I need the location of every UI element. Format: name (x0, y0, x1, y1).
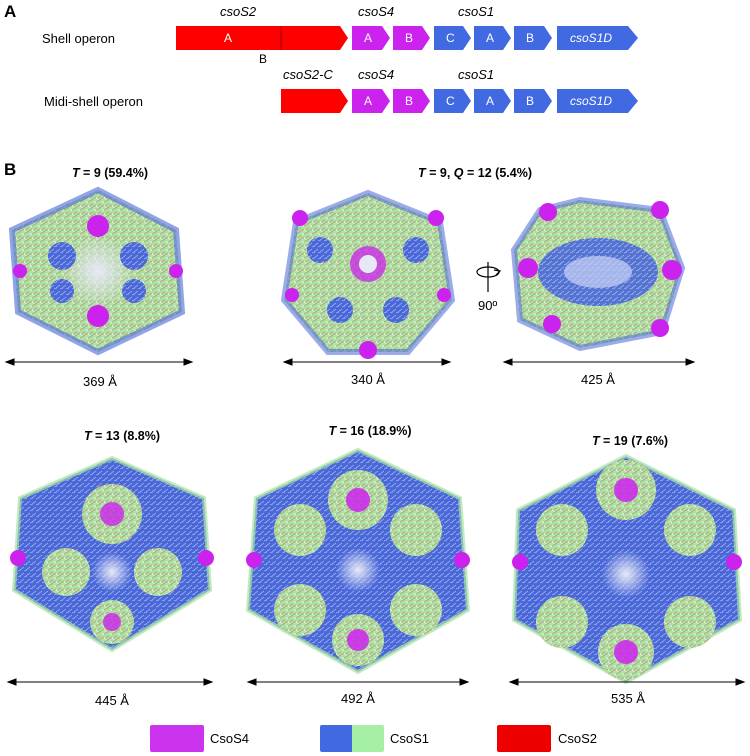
shell-csos2-arrow (176, 26, 348, 50)
midi-gene-label-csos1: csoS1 (458, 67, 495, 82)
gene-label-csos2: csoS2 (220, 4, 257, 19)
midi-csos1-b-arrow (514, 89, 552, 113)
capsid-t13 (10, 455, 214, 653)
legend-swatch-csos1 (320, 725, 384, 752)
shell-title-2: T = 9, Q = 12 (5.4%) (418, 166, 532, 180)
legend-label-csos1: CsoS1 (390, 731, 430, 746)
diameter-label-4: 445 Å (95, 693, 129, 708)
capsid-t19 (511, 453, 743, 685)
midi-operon-diagram (281, 89, 638, 113)
capsid-t9 (8, 186, 186, 356)
shell-csos1-c-arrow (434, 26, 471, 50)
dimension-arrows (4, 358, 746, 686)
shell-title-6: T = 19 (7.6%) (591, 434, 669, 448)
diameter-label-6: 535 Å (611, 691, 645, 706)
midi-seg-csos4-a: A (364, 94, 373, 108)
capsid-t9q12-front (280, 189, 456, 359)
shell-csos1-a-arrow (474, 26, 511, 50)
midi-gene-label-csos4: csoS4 (358, 67, 395, 82)
rotation-icon (476, 262, 502, 292)
shell-seg-csos1-b: B (526, 31, 535, 45)
diameter-label-1: 369 Å (83, 374, 117, 389)
midi-seg-csos1-b: B (526, 94, 535, 108)
gene-label-csos1: csoS1 (458, 4, 495, 19)
midi-csos4-b-arrow (393, 89, 430, 113)
gene-label-csos4: csoS4 (358, 4, 395, 19)
shell-seg-csos1-a: A (486, 31, 495, 45)
shell-title-1: T = 9 (59.4%) (71, 166, 149, 180)
midi-csos4-a-arrow (352, 89, 390, 113)
shell-seg-csos1-c: C (446, 31, 455, 45)
shell-seg-csos2-b: B (259, 52, 268, 66)
shell-seg-csos1d: csoS1D (570, 31, 613, 45)
shell-seg-csos2-a: A (224, 31, 233, 45)
midi-seg-csos1-a: A (486, 94, 495, 108)
midi-csos1-a-arrow (474, 89, 511, 113)
shell-csos1d-arrow (557, 26, 638, 50)
panel-a-letter: A (4, 2, 17, 21)
legend-label-csos4: CsoS4 (210, 731, 250, 746)
legend-swatch-csos2 (497, 725, 551, 752)
shell-title-4: T = 13 (8.8%) (83, 429, 161, 443)
gene-label-csos2c: csoS2-C (283, 67, 333, 82)
midi-seg-csos1d: csoS1D (570, 94, 613, 108)
shell-csos1-b-arrow (514, 26, 552, 50)
legend-label-csos2: CsoS2 (558, 731, 598, 746)
diameter-label-2: 340 Å (351, 372, 385, 387)
shell-seg-csos4-b: B (405, 31, 414, 45)
midi-seg-csos1-c: C (446, 94, 455, 108)
rotation-label: 90º (478, 298, 498, 313)
midi-csos1-c-arrow (434, 89, 471, 113)
capsid-t9q12-rotated (510, 196, 686, 352)
shell-csos4-b-arrow (393, 26, 430, 50)
shell-operon-label: Shell operon (42, 31, 115, 46)
shell-csos4-a-arrow (352, 26, 390, 50)
shell-title-5: T = 16 (18.9%) (328, 424, 412, 438)
midi-shell-operon-label: Midi-shell operon (44, 94, 143, 109)
midi-csos2c-arrow (281, 89, 348, 113)
capsid-t16 (245, 447, 471, 675)
shell-seg-csos4-a: A (364, 31, 373, 45)
diameter-label-3: 425 Å (581, 372, 615, 387)
legend-swatch-csos4 (150, 725, 204, 752)
diameter-label-5: 492 Å (341, 691, 375, 706)
midi-csos1d-arrow (557, 89, 638, 113)
midi-seg-csos4-b: B (405, 94, 414, 108)
panel-b-letter: B (4, 160, 17, 179)
shell-operon-diagram (176, 26, 638, 50)
